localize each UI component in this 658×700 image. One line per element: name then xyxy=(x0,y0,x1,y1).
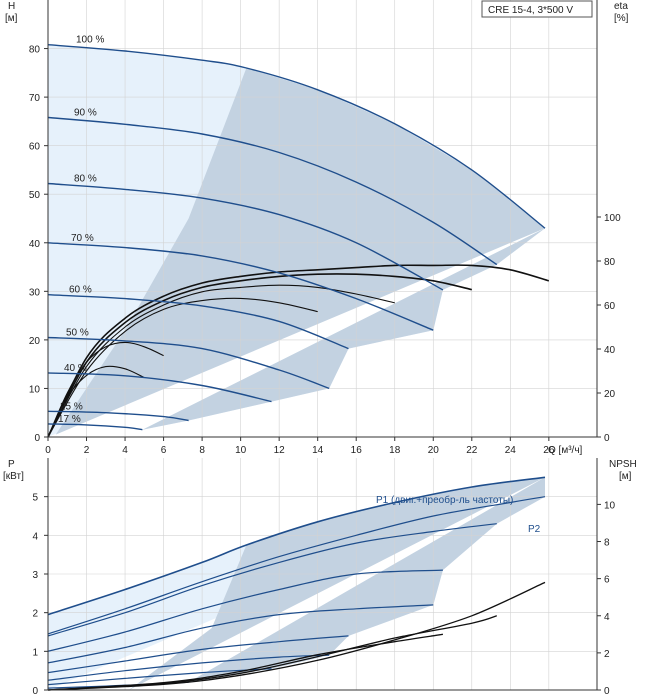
power-curve xyxy=(47,496,546,635)
npsh-curve xyxy=(47,581,546,691)
head-efficiency-panel: 100 %90 %80 %70 %60 %50 %40 %25 %17 %0 2 4… xyxy=(29,0,621,456)
efficiency-curve xyxy=(47,365,145,438)
top-left-axis-title: H xyxy=(8,1,15,12)
head-curve xyxy=(47,44,546,229)
y-right-tick-label: 100 xyxy=(604,213,621,224)
x-tick-label: 26 xyxy=(543,445,555,456)
y-left-tick-label: 3 xyxy=(32,570,38,581)
y-left-tick-label: 40 xyxy=(29,239,41,250)
head-curve xyxy=(47,423,143,431)
power-curve xyxy=(47,569,443,652)
efficiency-curve xyxy=(47,273,472,438)
x-tick-label: 14 xyxy=(312,445,324,456)
y-left-tick-label: 5 xyxy=(32,493,38,504)
y-right-tick-label: 8 xyxy=(604,538,610,549)
x-tick-label: 16 xyxy=(351,445,363,456)
bottom-right-axis-title: NPSH xyxy=(609,459,637,470)
y-left-tick-label: 1 xyxy=(32,647,38,658)
top-left-axis-unit: [м] xyxy=(5,13,18,24)
power-curve xyxy=(47,635,349,674)
head-curve xyxy=(47,410,189,422)
npsh-curve xyxy=(47,615,497,691)
efficiency-curve xyxy=(47,284,395,438)
power-curve xyxy=(47,654,330,681)
head-curve xyxy=(47,242,434,331)
bottom-left-axis-title: P xyxy=(8,459,15,470)
x-tick-label: 20 xyxy=(428,445,440,456)
speed-label: 50 % xyxy=(66,327,89,338)
x-tick-label: 6 xyxy=(161,445,167,456)
axis-labels: H [м] eta [%] P [кВт] NPSH [м] Q [м³/ч] … xyxy=(3,0,637,535)
head-curve xyxy=(47,116,498,266)
speed-label: 100 % xyxy=(76,35,104,46)
y-left-tick-label: 0 xyxy=(34,433,40,444)
x-tick-label: 8 xyxy=(199,445,205,456)
speed-label: 70 % xyxy=(71,233,94,244)
y-right-tick-label: 2 xyxy=(604,649,610,660)
product-label-box xyxy=(481,0,593,18)
bottom-right-axis-unit: [м] xyxy=(619,471,632,482)
head-curve xyxy=(47,336,330,390)
y-left-tick-label: 30 xyxy=(29,287,41,298)
y-left-tick-label: 10 xyxy=(29,384,41,395)
y-left-tick-label: 20 xyxy=(29,336,41,347)
y-left-tick-label: 4 xyxy=(32,531,38,542)
y-right-tick-label: 10 xyxy=(604,500,616,511)
y-left-tick-label: 50 xyxy=(29,190,41,201)
x-axis-label: Q [м³/ч] xyxy=(548,445,583,456)
y-left-tick-label: 80 xyxy=(29,45,41,56)
x-tick-label: 4 xyxy=(122,445,128,456)
p1-series-label: P1 (двиг.+преобр-ль частоты) xyxy=(376,494,513,506)
x-tick-label: 2 xyxy=(84,445,90,456)
y-left-tick-label: 2 xyxy=(32,609,38,620)
y-left-tick-label: 60 xyxy=(29,142,41,153)
y-right-tick-label: 4 xyxy=(604,612,610,623)
y-left-tick-label: 0 xyxy=(32,686,38,697)
power-curve xyxy=(47,476,546,616)
y-left-tick-label: 70 xyxy=(29,93,41,104)
power-npsh-panel: 0 1 2 3 4 5 0 2 4 6 8 10 xyxy=(32,458,616,697)
speed-label: 80 % xyxy=(74,174,97,185)
power-curve xyxy=(47,523,497,637)
dark-operating-area xyxy=(55,68,545,435)
bottom-left-axis-unit: [кВт] xyxy=(3,471,24,482)
speed-label: 25 % xyxy=(60,401,83,412)
efficiency-curve xyxy=(47,264,550,438)
y-right-tick-label: 20 xyxy=(604,389,616,400)
x-tick-label: 22 xyxy=(466,445,478,456)
efficiency-curve xyxy=(47,297,318,438)
speed-label: 60 % xyxy=(69,285,92,296)
npsh-curve xyxy=(47,633,444,691)
speed-label: 17 % xyxy=(58,414,81,425)
product-label: CRE 15-4, 3*500 V xyxy=(488,5,573,16)
x-tick-label: 0 xyxy=(45,445,51,456)
top-right-axis-title: eta xyxy=(614,1,628,12)
x-tick-label: 12 xyxy=(274,445,286,456)
p2-series-label: P2 xyxy=(528,524,541,535)
head-curve xyxy=(47,182,444,291)
y-right-tick-label: 0 xyxy=(604,433,610,444)
speed-label: 90 % xyxy=(74,108,97,119)
power-curve xyxy=(47,668,272,686)
y-right-tick-label: 40 xyxy=(604,345,616,356)
y-right-tick-label: 0 xyxy=(604,686,610,697)
efficiency-curve xyxy=(47,341,164,438)
x-tick-label: 18 xyxy=(389,445,401,456)
x-tick-label: 10 xyxy=(235,445,247,456)
y-right-tick-label: 6 xyxy=(604,575,610,586)
head-curve xyxy=(47,294,349,350)
power-curve xyxy=(47,604,434,664)
x-tick-label: 24 xyxy=(505,445,517,456)
speed-label: 40 % xyxy=(64,363,87,374)
y-right-tick-label: 80 xyxy=(604,257,616,268)
y-right-tick-label: 60 xyxy=(604,301,616,312)
top-right-axis-unit: [%] xyxy=(614,13,629,24)
head-curve xyxy=(47,372,272,403)
